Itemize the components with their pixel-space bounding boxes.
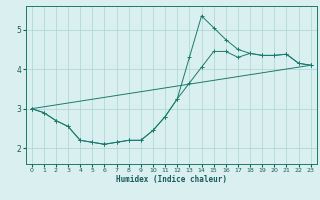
X-axis label: Humidex (Indice chaleur): Humidex (Indice chaleur) [116, 175, 227, 184]
